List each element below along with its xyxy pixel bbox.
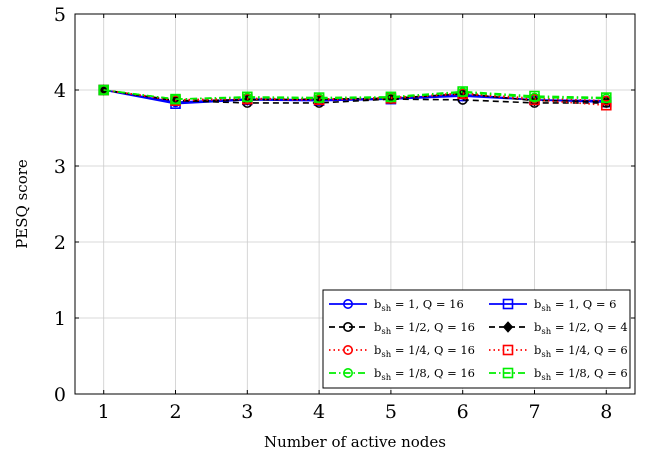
data-point (385, 91, 397, 103)
x-tick-label: 3 (241, 401, 253, 423)
x-tick-label: 7 (528, 401, 540, 423)
legend-entry-3: bsh = 1/2, Q = 16 (329, 320, 475, 337)
y-tick-label: 1 (54, 308, 66, 330)
legend-entry-2: bsh = 1, Q = 6 (489, 297, 617, 314)
legend-entry-4: bsh = 1/2, Q = 4 (489, 320, 628, 337)
series-line (103, 89, 607, 102)
y-tick-label: 5 (54, 4, 66, 26)
y-tick-label: 3 (54, 156, 66, 178)
tick-layer: 1 2 3 4 5 6 7 8 0 1 2 3 4 5 (54, 4, 635, 423)
y-tick-label: 2 (54, 232, 66, 254)
legend-label: bsh = 1/4, Q = 6 (534, 343, 628, 360)
y-tick-label: 4 (54, 80, 66, 102)
legend-marker (502, 367, 514, 379)
legend-marker (502, 321, 514, 333)
y-axis-label: PESQ score (13, 159, 31, 249)
legend-entry-5: bsh = 1/4, Q = 16 (329, 343, 475, 360)
data-point (529, 90, 540, 102)
legend-marker (502, 344, 514, 356)
legend: bsh = 1, Q = 16 bsh = 1, Q = 6 bsh = 1/2, … (322, 289, 631, 389)
legend-entry-1: bsh = 1, Q = 16 (329, 297, 464, 314)
y-tick-label: 0 (54, 384, 66, 406)
data-point (313, 92, 325, 103)
x-axis-label: Number of active nodes (264, 433, 446, 451)
legend-label: bsh = 1/8, Q = 16 (374, 366, 475, 383)
series-line (103, 89, 607, 106)
x-tick-label: 1 (98, 401, 110, 423)
legend-label: bsh = 1/2, Q = 4 (534, 320, 628, 337)
x-tick-label: 2 (169, 401, 181, 423)
legend-marker (342, 344, 353, 355)
data-point (242, 91, 253, 103)
data-point (600, 99, 612, 111)
legend-marker (502, 298, 514, 310)
legend-entry-8: bsh = 1/8, Q = 6 (489, 366, 628, 383)
x-tick-label: 5 (385, 401, 397, 423)
legend-box (322, 289, 631, 389)
legend-entry-7: bsh = 1/8, Q = 16 (329, 366, 475, 383)
plot-layer (98, 84, 612, 111)
legend-entry-6: bsh = 1/4, Q = 6 (489, 343, 628, 360)
data-point (98, 84, 110, 96)
x-tick-label: 6 (457, 401, 469, 423)
legend-label: bsh = 1, Q = 16 (374, 297, 464, 314)
legend-marker (342, 298, 353, 309)
series-8 (98, 84, 612, 105)
x-tick-label: 8 (600, 401, 612, 423)
plot-frame (74, 13, 636, 395)
x-tick-label: 4 (313, 401, 325, 423)
legend-label: bsh = 1/2, Q = 16 (374, 320, 475, 337)
series-line (103, 89, 607, 100)
data-point (600, 92, 612, 103)
legend-marker (342, 367, 353, 378)
legend-label: bsh = 1, Q = 6 (534, 297, 617, 314)
legend-marker (342, 321, 353, 332)
data-point (457, 86, 468, 97)
data-point (170, 93, 181, 105)
legend-label: bsh = 1/4, Q = 16 (374, 343, 475, 360)
legend-label: bsh = 1/8, Q = 6 (534, 366, 628, 383)
